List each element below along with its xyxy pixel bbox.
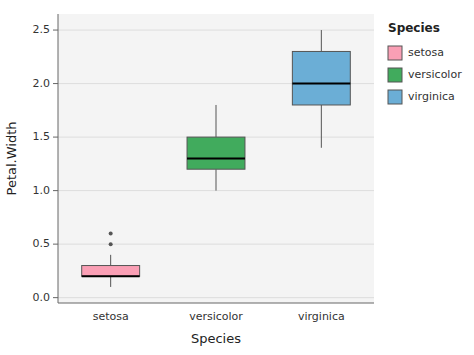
tick-mark [53,30,58,31]
box [292,51,350,105]
boxes [82,30,351,287]
grid-line [58,244,374,245]
plot-background [58,14,374,303]
grid-line [58,297,374,298]
tick-mark [53,297,58,298]
x-axis: setosa versicolor virginica [93,310,345,323]
axis-line [58,303,374,304]
outlier [109,231,113,235]
axis-line [58,14,59,303]
whisker [321,30,322,51]
box [187,137,245,169]
legend: Species setosa versicolor virginica [388,21,462,104]
tick-label: 1.0 [33,184,51,197]
median [187,158,245,160]
median [292,83,350,85]
tick-label: setosa [93,310,129,323]
tick-label: 0.0 [33,291,51,304]
chart: 0.0 0.5 1.0 1.5 2.0 2.5 setosa versicolor virgin… [0,0,474,355]
whisker [216,105,217,137]
tick-label: 2.5 [33,23,51,36]
outlier [109,242,113,246]
tick-mark [53,244,58,245]
legend-swatch [388,90,402,104]
whisker [110,255,111,266]
legend-swatch [388,68,402,82]
x-axis-label: Species [191,331,241,346]
grid-line [58,30,374,31]
tick-label: versicolor [189,310,243,323]
legend-label: virginica [408,90,455,103]
tick-mark [53,190,58,191]
whisker [321,105,322,148]
tick-label: 1.5 [33,130,51,143]
legend-label: setosa [408,46,444,59]
whisker [110,276,111,287]
tick-label: 0.5 [33,237,51,250]
median [82,275,140,277]
legend-swatch [388,46,402,60]
legend-label: versicolor [408,68,462,81]
tick-label: 2.0 [33,77,51,90]
tick-mark [53,83,58,84]
tick-label: virginica [298,310,345,323]
y-axis-label: Petal.Width [4,122,19,196]
y-axis: 0.0 0.5 1.0 1.5 2.0 2.5 [33,14,375,304]
grid-line [58,83,374,84]
whisker [216,169,217,190]
box [82,266,140,277]
legend-title: Species [388,21,440,35]
tick-mark [53,137,58,138]
